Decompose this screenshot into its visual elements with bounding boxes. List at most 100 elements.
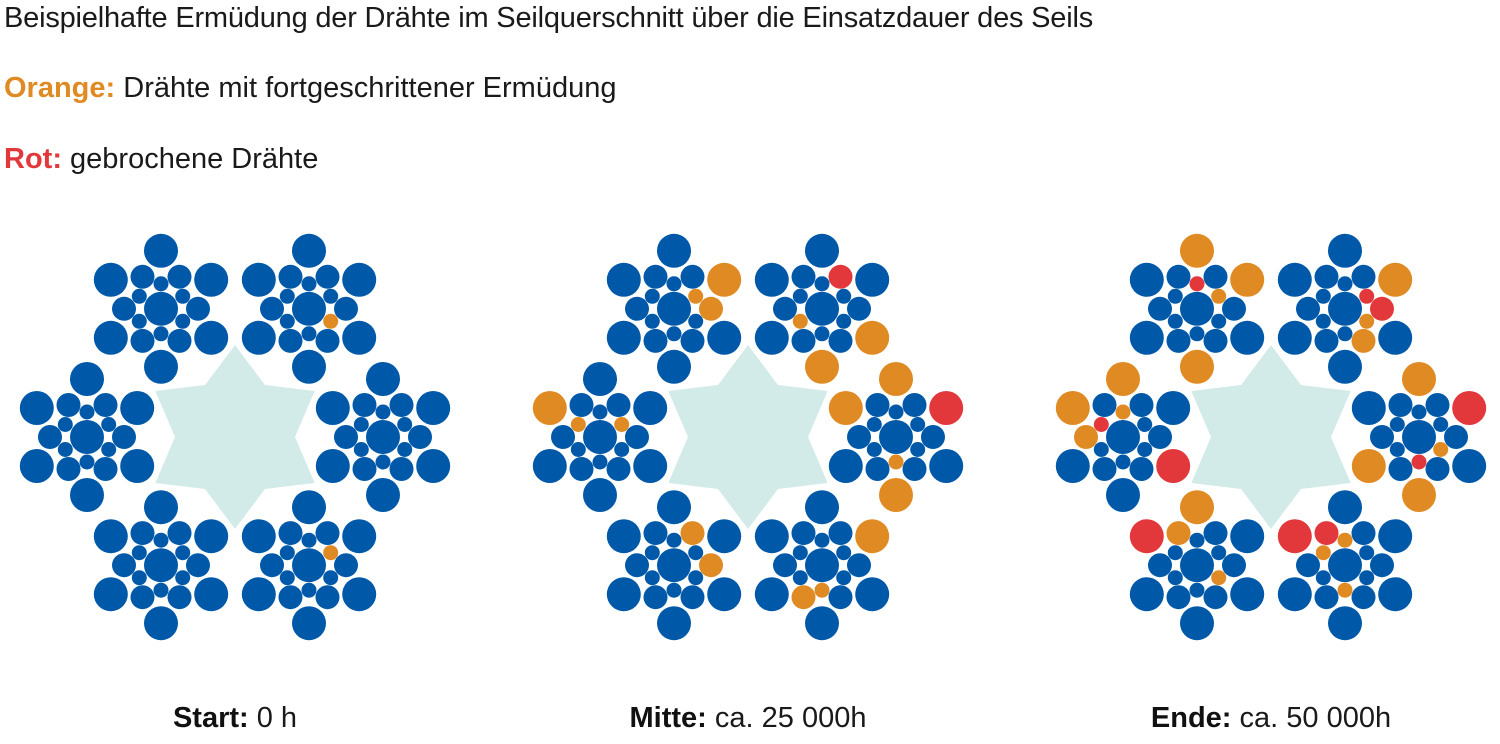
wire-healthy xyxy=(1166,328,1191,353)
strand xyxy=(1351,362,1487,512)
wire-healthy xyxy=(131,545,147,561)
wire-healthy xyxy=(175,545,191,561)
wire-healthy xyxy=(315,264,340,289)
wire-healthy xyxy=(1296,553,1320,578)
wire-healthy xyxy=(1203,264,1228,289)
wire-healthy xyxy=(1156,391,1191,425)
wire-healthy xyxy=(1402,420,1436,454)
wire-fatigued xyxy=(1106,362,1140,396)
wire-healthy xyxy=(910,442,926,457)
wire-healthy xyxy=(1425,457,1450,481)
wire-fatigued xyxy=(680,521,705,546)
wire-healthy xyxy=(416,391,451,425)
wire-healthy xyxy=(657,490,691,525)
wire-healthy xyxy=(644,288,660,304)
wire-healthy xyxy=(1351,264,1376,289)
wire-fatigued xyxy=(1180,349,1214,384)
wire-healthy xyxy=(666,276,682,292)
wire-healthy xyxy=(1388,393,1413,417)
wire-healthy xyxy=(241,262,276,297)
wire-healthy xyxy=(186,553,210,578)
wire-healthy xyxy=(397,417,413,432)
wire-healthy xyxy=(279,545,295,561)
wire-healthy xyxy=(1337,276,1353,292)
strand xyxy=(606,490,742,641)
wire-healthy xyxy=(1230,320,1265,355)
wire-healthy xyxy=(1148,296,1172,321)
wire-healthy xyxy=(1129,320,1164,355)
wire-healthy xyxy=(260,553,284,578)
wire-healthy xyxy=(323,288,339,304)
wire-healthy xyxy=(1277,577,1312,612)
wire-healthy xyxy=(643,328,668,353)
wire-healthy xyxy=(680,585,705,610)
strand xyxy=(1277,233,1413,384)
wire-healthy xyxy=(643,264,668,289)
wire-healthy xyxy=(1328,291,1362,326)
wire-healthy xyxy=(902,393,927,417)
wire-healthy xyxy=(866,417,882,432)
rope-core xyxy=(1191,345,1351,529)
wire-fatigued xyxy=(532,391,567,425)
wire-healthy xyxy=(315,449,350,483)
wire-fatigued xyxy=(699,553,723,578)
wire-healthy xyxy=(38,425,62,449)
legend-key-orange: Orange: xyxy=(4,72,116,104)
wire-fatigued xyxy=(1055,391,1090,425)
wire-healthy xyxy=(334,425,358,449)
wire-healthy xyxy=(865,393,890,417)
wire-fatigued xyxy=(879,362,913,396)
wire-healthy xyxy=(1328,349,1362,384)
wire-healthy xyxy=(814,532,830,548)
wire-healthy xyxy=(1211,545,1227,561)
legend-item-red: Rot: gebrochene Drähte xyxy=(4,143,318,176)
wire-healthy xyxy=(754,577,789,612)
panel-value-ende: ca. 50 000h xyxy=(1239,702,1392,734)
wire-healthy xyxy=(1129,393,1154,417)
wire-healthy xyxy=(315,328,340,353)
wire-healthy xyxy=(606,457,631,481)
wire-healthy xyxy=(754,262,789,297)
wire-healthy xyxy=(865,457,890,481)
wire-healthy xyxy=(847,553,871,578)
wire-healthy xyxy=(167,328,192,353)
wire-healthy xyxy=(805,606,839,641)
wire-healthy xyxy=(1315,570,1331,586)
wire-healthy xyxy=(389,457,414,481)
wire-healthy xyxy=(657,233,691,268)
panel-key-mitte: Mitte: xyxy=(629,702,707,734)
wire-healthy xyxy=(241,320,276,355)
wire-healthy xyxy=(1167,570,1183,586)
wire-healthy xyxy=(194,320,229,355)
wire-healthy xyxy=(315,585,340,610)
wire-healthy xyxy=(130,521,155,546)
wire-healthy xyxy=(805,490,839,525)
wire-healthy xyxy=(606,262,641,297)
wire-healthy xyxy=(1411,404,1427,420)
wire-healthy xyxy=(1129,262,1164,297)
panel-label-ende: Ende: ca. 50 000h xyxy=(1151,702,1391,735)
wire-healthy xyxy=(144,548,178,583)
wire-healthy xyxy=(70,362,104,396)
wire-healthy xyxy=(569,457,594,481)
wire-healthy xyxy=(1389,417,1405,432)
wire-healthy xyxy=(416,449,451,483)
wire-healthy xyxy=(836,288,852,304)
wire-fatigued xyxy=(707,262,742,297)
wire-healthy xyxy=(707,519,742,554)
wire-healthy xyxy=(569,393,594,417)
wire-healthy xyxy=(1314,328,1339,353)
wire-healthy xyxy=(1148,553,1172,578)
wire-healthy xyxy=(773,296,797,321)
wire-healthy xyxy=(666,532,682,548)
wire-healthy xyxy=(1203,328,1228,353)
wire-healthy xyxy=(301,276,317,292)
wire-fatigued xyxy=(1433,442,1449,457)
wire-healthy xyxy=(1222,296,1246,321)
wire-healthy xyxy=(1203,521,1228,546)
rope-core xyxy=(155,345,315,529)
wire-healthy xyxy=(144,349,178,384)
wire-healthy xyxy=(805,233,839,268)
wire-fatigued xyxy=(888,454,904,470)
wire-healthy xyxy=(1315,288,1331,304)
